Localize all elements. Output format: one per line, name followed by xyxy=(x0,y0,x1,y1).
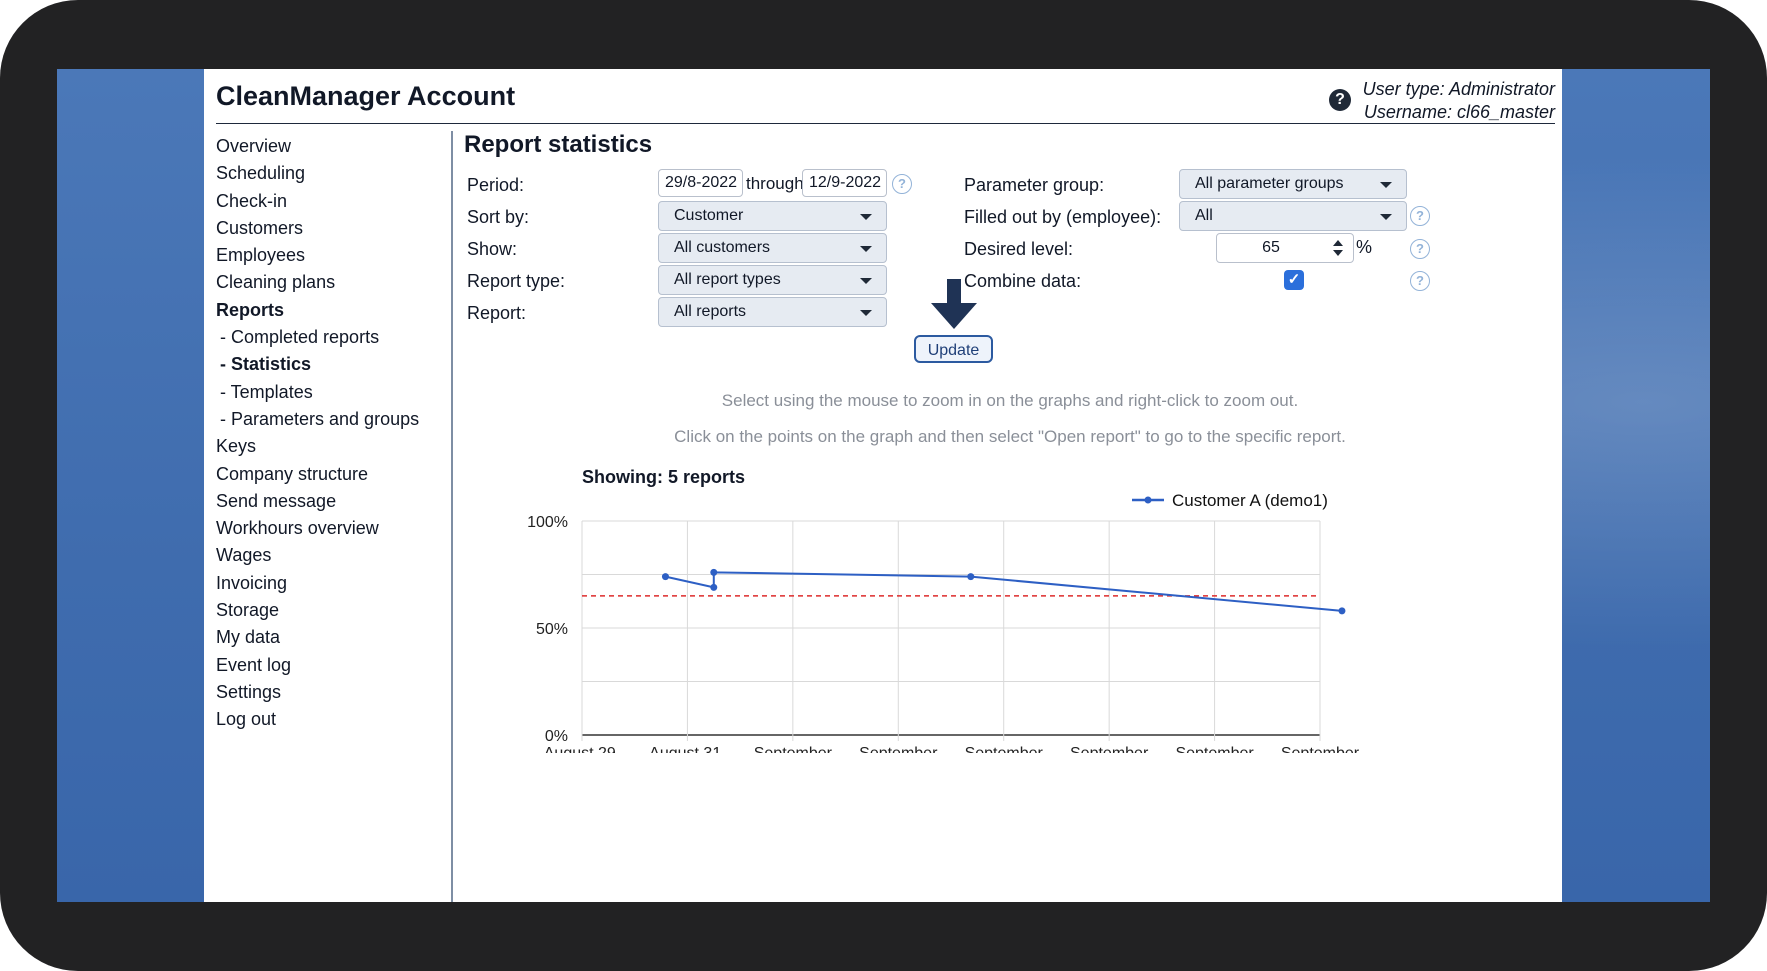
combine-data-checkbox[interactable]: ✓ xyxy=(1284,270,1304,290)
sidebar-item-my-data[interactable]: My data xyxy=(216,627,281,648)
click-hint: Click on the points on the graph and the… xyxy=(674,427,1346,446)
chevron-down-icon xyxy=(860,278,872,284)
chevron-down-icon xyxy=(1380,182,1392,188)
question-circle-outline-icon[interactable]: ? xyxy=(1410,239,1430,259)
sort-by-select[interactable]: Customer xyxy=(658,201,887,231)
question-circle-outline-icon[interactable]: ? xyxy=(1410,206,1430,226)
through-label: through xyxy=(746,174,804,193)
x-tick-label: September xyxy=(965,745,1044,753)
app-title: CleanManager Account xyxy=(216,81,516,111)
chart-title: Showing: 5 reports xyxy=(582,467,746,487)
sidebar-item-templates[interactable]: - Templates xyxy=(220,381,313,402)
x-tick-label: September xyxy=(1070,745,1149,753)
sidebar-item-keys[interactable]: Keys xyxy=(216,436,257,457)
data-point[interactable] xyxy=(661,573,669,581)
parameter-group-select[interactable]: All parameter groups xyxy=(1179,169,1407,199)
sidebar-item-company-structure[interactable]: Company structure xyxy=(216,463,369,484)
chevron-up-icon[interactable] xyxy=(1333,240,1343,246)
x-tick-label: September xyxy=(1281,745,1360,753)
sidebar-item-completed-reports[interactable]: - Completed reports xyxy=(220,327,380,348)
period-to-input[interactable]: 12/9-2022 xyxy=(802,169,887,197)
sidebar-divider xyxy=(451,131,453,902)
chevron-down-icon xyxy=(860,214,872,220)
sidebar-item-scheduling[interactable]: Scheduling xyxy=(216,163,306,184)
report-value: All reports xyxy=(674,303,747,320)
parameter-group-label: Parameter group: xyxy=(964,175,1105,195)
report-select[interactable]: All reports xyxy=(658,297,887,327)
sidebar-item-overview[interactable]: Overview xyxy=(216,136,292,156)
sidebar-item-employees[interactable]: Employees xyxy=(216,245,306,266)
sidebar-item-cleaning-plans[interactable]: Cleaning plans xyxy=(216,272,336,293)
x-tick-label: August 29, xyxy=(544,745,621,753)
data-point[interactable] xyxy=(710,583,718,591)
filled-by-label: Filled out by (employee): xyxy=(964,207,1162,227)
chevron-down-icon xyxy=(1380,214,1392,220)
sidebar-item-send-message[interactable]: Send message xyxy=(216,490,337,511)
y-tick-label: 100% xyxy=(527,514,568,531)
show-value: All customers xyxy=(674,239,771,256)
statistics-chart[interactable]: August 29,2022August 31,2022September2, … xyxy=(510,483,1390,753)
question-circle-icon[interactable]: ? xyxy=(1329,89,1351,111)
sidebar-item-storage[interactable]: Storage xyxy=(216,600,280,621)
sidebar-item-invoicing[interactable]: Invoicing xyxy=(216,572,288,593)
parameter-group-value: All parameter groups xyxy=(1195,175,1344,192)
chevron-down-icon xyxy=(860,310,872,316)
zoom-hint: Select using the mouse to zoom in on the… xyxy=(721,391,1299,410)
x-tick-label: September xyxy=(754,745,833,753)
period-from-input[interactable]: 29/8-2022 xyxy=(658,169,743,197)
update-button[interactable]: Update xyxy=(914,335,993,363)
question-circle-outline-icon[interactable]: ? xyxy=(1410,271,1430,291)
show-label: Show: xyxy=(467,239,518,259)
sidebar-item-parameters-and-groups[interactable]: - Parameters and groups xyxy=(220,408,420,429)
sidebar-item-statistics[interactable]: - Statistics xyxy=(220,354,312,375)
x-tick-label: August 31, xyxy=(649,745,726,753)
desktop-screen: CleanManager Account ? User type: Admini… xyxy=(57,69,1710,902)
main-content: Report statistics Period: 29/8-2022 thro… xyxy=(460,123,1562,902)
filled-by-value: All xyxy=(1195,207,1213,224)
report-label: Report: xyxy=(467,303,527,323)
user-type: User type: Administrator xyxy=(1362,79,1555,99)
filled-by-select[interactable]: All xyxy=(1179,201,1407,231)
desired-level-stepper[interactable] xyxy=(1332,240,1344,258)
y-tick-label: 0% xyxy=(545,728,568,745)
y-tick-label: 50% xyxy=(536,621,568,638)
page-title: Report statistics xyxy=(464,131,653,158)
desired-level-label: Desired level: xyxy=(964,239,1074,259)
sidebar-item-log-out[interactable]: Log out xyxy=(216,709,277,730)
arrow-down-icon xyxy=(931,279,977,329)
data-point[interactable] xyxy=(710,568,718,576)
sidebar-item-check-in[interactable]: Check-in xyxy=(216,190,288,211)
username: Username: cl66_master xyxy=(1363,102,1555,122)
sidebar: Overview Scheduling Check-in Customers E… xyxy=(216,133,446,734)
report-type-select[interactable]: All report types xyxy=(658,265,887,295)
x-tick-label: September xyxy=(1175,745,1254,753)
sidebar-item-settings[interactable]: Settings xyxy=(216,681,282,702)
chevron-down-icon[interactable] xyxy=(1333,250,1343,256)
report-type-value: All report types xyxy=(674,271,781,288)
chevron-down-icon xyxy=(860,246,872,252)
sort-by-label: Sort by: xyxy=(467,207,530,227)
data-point[interactable] xyxy=(967,573,975,581)
report-type-label: Report type: xyxy=(467,271,566,291)
app-panel: CleanManager Account ? User type: Admini… xyxy=(204,69,1562,902)
legend-marker xyxy=(1144,496,1152,504)
desired-level-input[interactable]: 65 xyxy=(1216,233,1354,263)
combine-data-label: Combine data: xyxy=(964,271,1082,291)
data-point[interactable] xyxy=(1338,607,1346,615)
sidebar-item-workhours-overview[interactable]: Workhours overview xyxy=(216,518,379,539)
x-tick-label: September xyxy=(859,745,938,753)
legend-label: Customer A (demo1) xyxy=(1172,491,1328,510)
sidebar-item-event-log[interactable]: Event log xyxy=(216,654,292,675)
user-info: User type: Administrator Username: cl66_… xyxy=(1363,78,1555,124)
period-label: Period: xyxy=(467,175,525,195)
sidebar-item-wages[interactable]: Wages xyxy=(216,545,272,566)
sort-by-value: Customer xyxy=(674,207,744,224)
show-select[interactable]: All customers xyxy=(658,233,887,263)
sidebar-item-customers[interactable]: Customers xyxy=(216,217,304,238)
percent-unit: % xyxy=(1356,237,1373,257)
header-divider xyxy=(216,123,1555,124)
sidebar-item-reports[interactable]: Reports xyxy=(216,299,285,320)
question-circle-outline-icon[interactable]: ? xyxy=(892,174,912,194)
